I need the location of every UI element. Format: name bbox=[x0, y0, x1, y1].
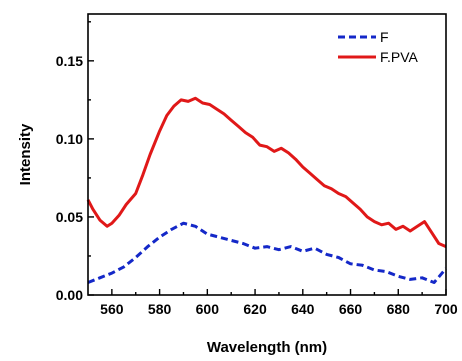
x-tick-label: 660 bbox=[339, 301, 363, 317]
plot-frame bbox=[87, 13, 447, 296]
x-tick-label: 680 bbox=[387, 301, 411, 317]
y-tick-labels: 0.00 0.05 0.10 0.15 bbox=[56, 53, 83, 303]
series-line-f-pva bbox=[86, 96, 447, 248]
legend: F F.PVA bbox=[338, 29, 419, 65]
x-axis-title: Wavelength (nm) bbox=[207, 339, 327, 356]
x-tick-labels: 560 580 600 620 640 660 680 700 bbox=[100, 301, 458, 317]
y-tick-label: 0.10 bbox=[56, 131, 83, 147]
axis-ticks bbox=[88, 21, 447, 296]
y-tick-label: 0.15 bbox=[56, 53, 83, 69]
x-tick-label: 560 bbox=[100, 301, 124, 317]
x-tick-label: 640 bbox=[291, 301, 315, 317]
series-line-f bbox=[87, 221, 448, 284]
x-tick-label: 620 bbox=[243, 301, 267, 317]
legend-label-f: F bbox=[380, 29, 389, 45]
x-tick-label: 600 bbox=[196, 301, 220, 317]
x-tick-label: 700 bbox=[434, 301, 458, 317]
legend-label-f-pva: F.PVA bbox=[380, 49, 419, 65]
y-tick-label: 0.00 bbox=[56, 287, 83, 303]
plot-lines bbox=[86, 96, 448, 284]
y-tick-label: 0.05 bbox=[56, 209, 83, 225]
x-tick-label: 580 bbox=[148, 301, 172, 317]
y-axis-title: Intensity bbox=[17, 123, 34, 185]
